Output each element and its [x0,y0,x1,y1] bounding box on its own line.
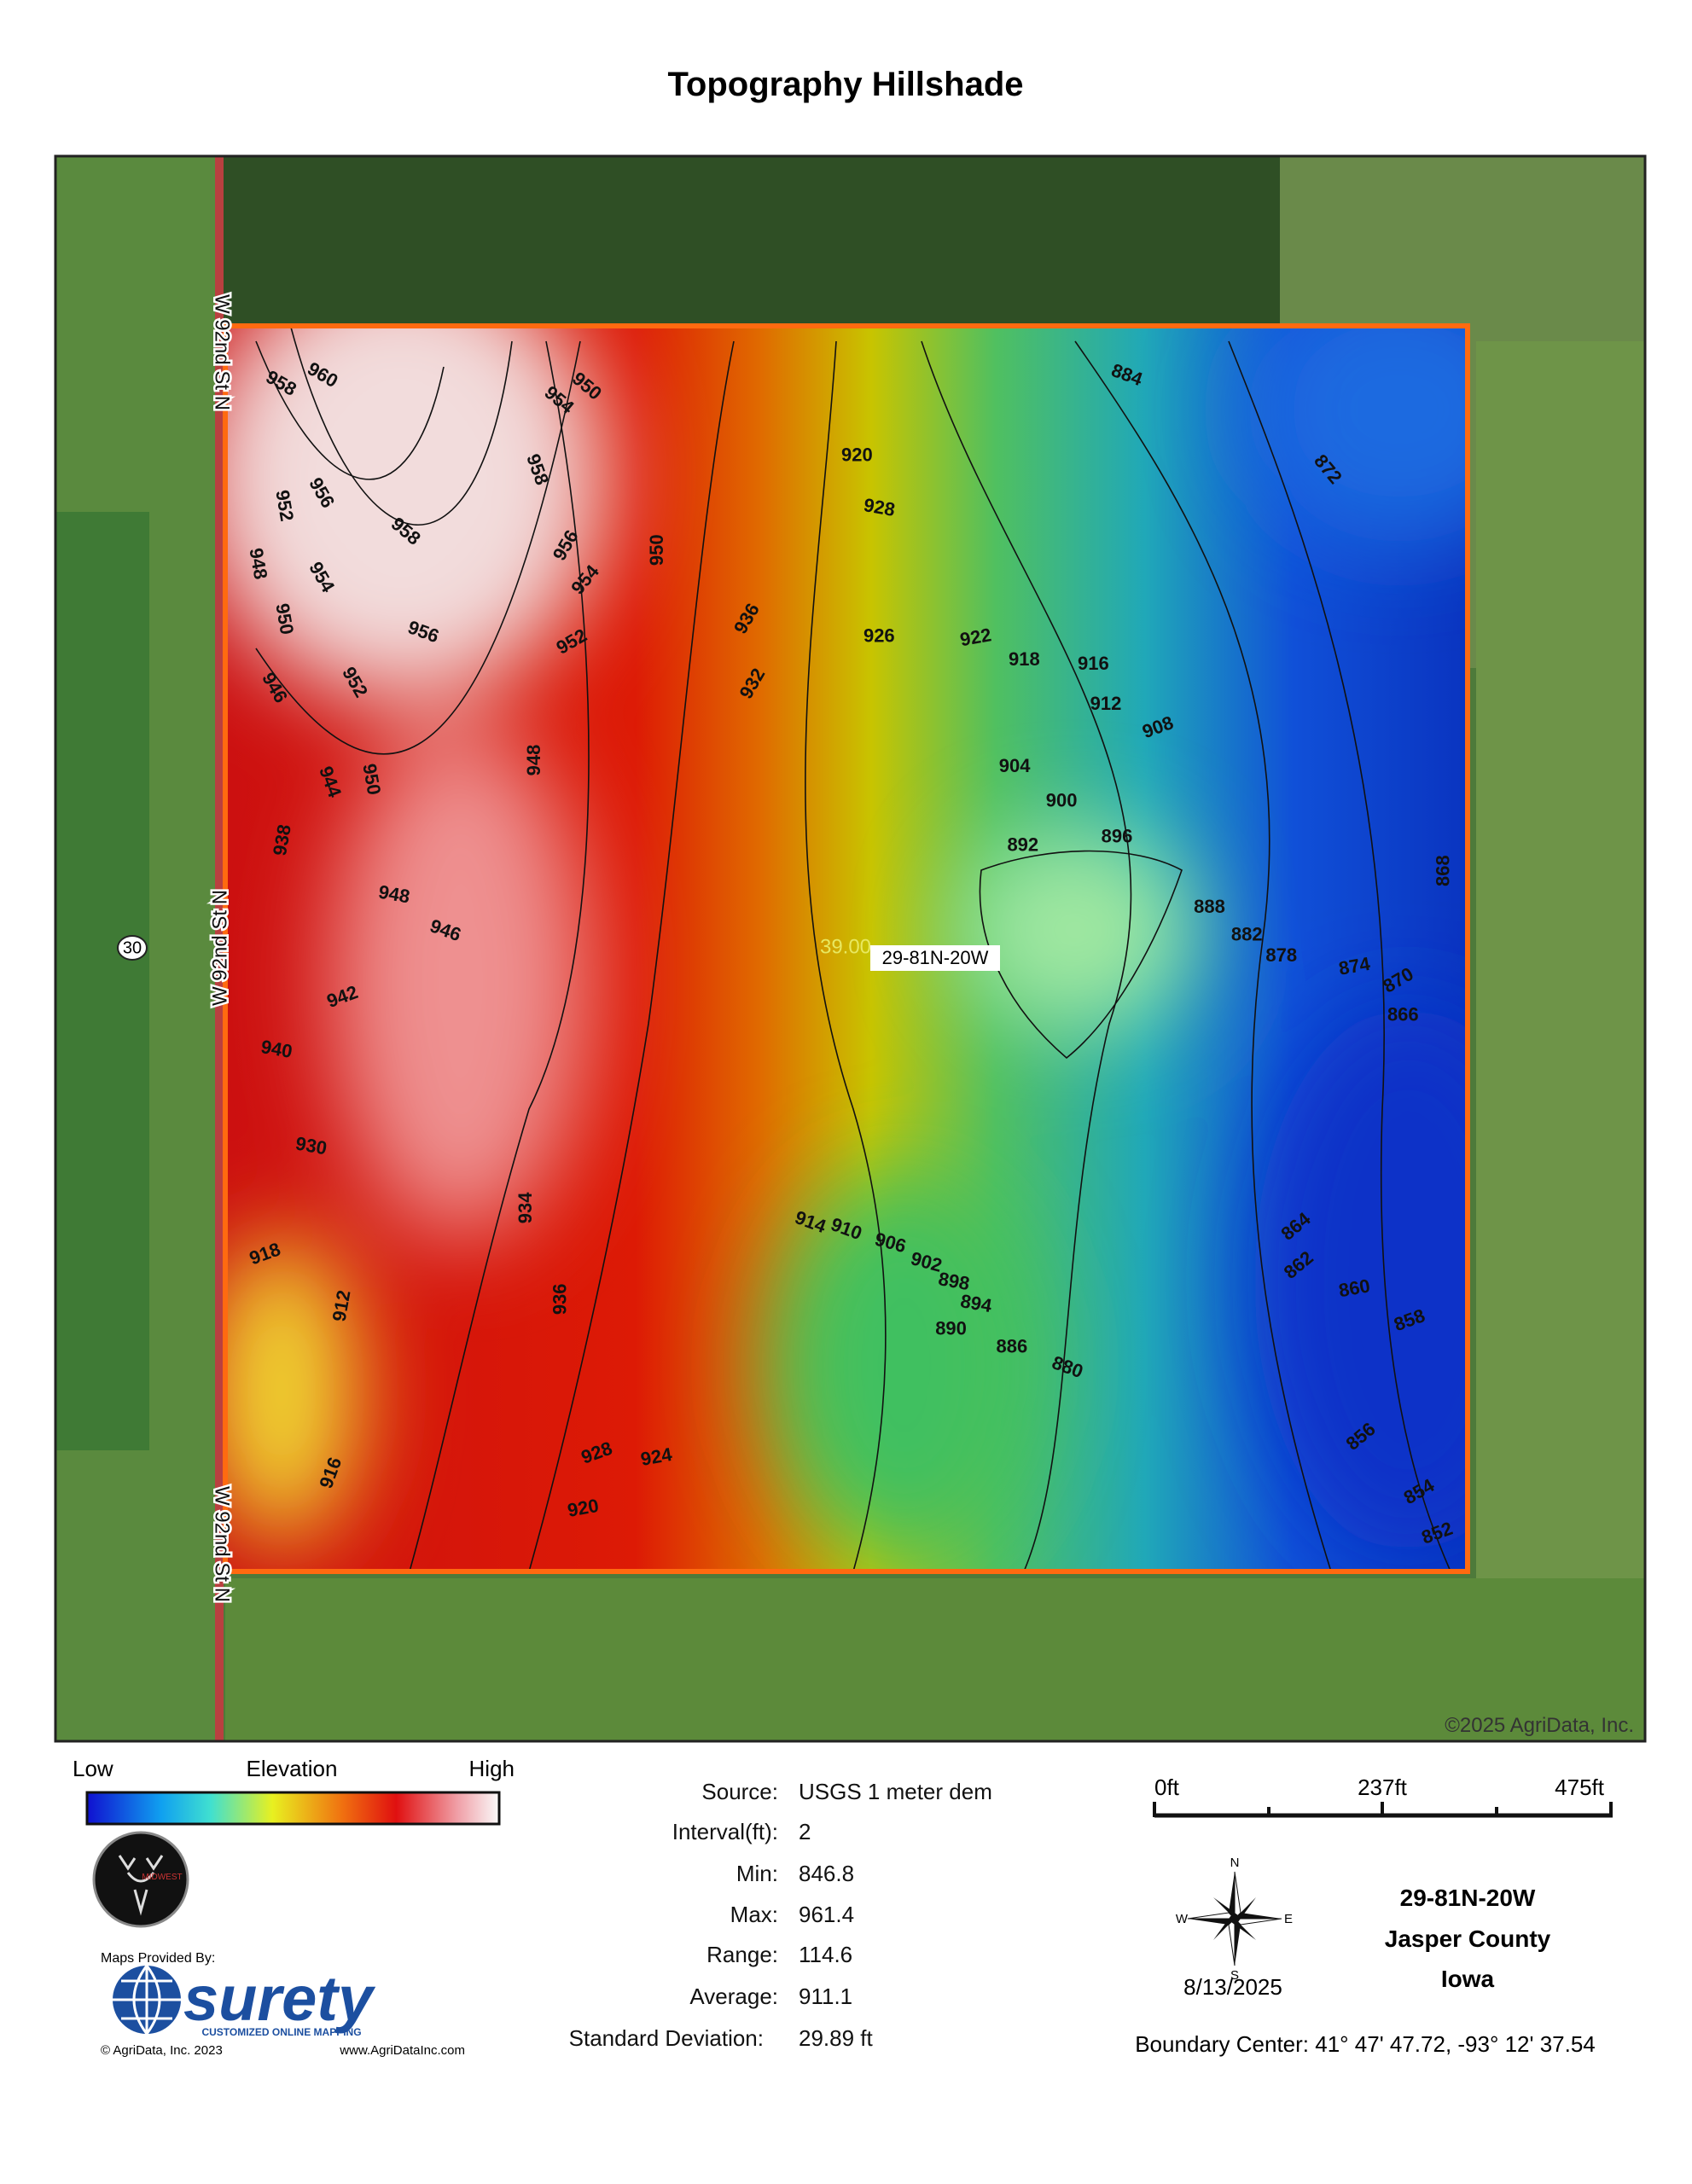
road-label: W 92nd St N [208,890,231,1006]
stat-label: Average: [689,1984,778,2009]
logo-url: www.AgriDataInc.com [339,2043,465,2058]
provided-by: Maps Provided By: [101,1951,215,1966]
stat-value: 2 [799,1819,811,1844]
contour-label: 866 [1387,1004,1419,1025]
contour-label: 868 [1433,855,1454,886]
contour-label: 934 [515,1192,536,1223]
contour-label: 912 [1090,693,1122,714]
stat-value: 29.89 ft [799,2025,874,2051]
scale-label: 0ft [1154,1774,1180,1800]
contour-label: 886 [996,1335,1027,1356]
statistics: Source: USGS 1 meter dem Interval(ft): 2 Min… [569,1779,992,2051]
badge-text: MIDWEST [142,1873,182,1882]
compass-n: N [1230,1856,1240,1870]
stat-label: Range: [706,1942,778,1967]
road-label-halo: W 92nd St N [208,890,231,1006]
contour-label: 926 [863,625,895,647]
contour-label: 904 [999,755,1031,776]
stat-value: USGS 1 meter dem [799,1779,992,1804]
badge-deer [118,1855,164,1916]
road-label: W 92nd St N [211,1486,234,1602]
stat-label: Standard Deviation: [569,2025,764,2051]
title: Topography Hillshade [667,66,1023,103]
contour-label: 920 [841,444,873,465]
contour-label: 896 [1102,826,1133,847]
highway-shield [117,935,148,961]
compass-rose [1187,1871,1282,1966]
road-label: W 92nd St N [211,294,234,410]
stat-value: 961.4 [799,1902,854,1927]
scale-label: 475ft [1555,1774,1605,1800]
contour-label: 878 [1265,944,1297,966]
road-label-halo: W 92nd St N [211,294,234,410]
field-boundary [223,323,1470,1574]
location-line: 29-81N-20W [1400,1885,1536,1911]
compass-s: S [1230,1968,1239,1983]
compass-w: W [1176,1912,1189,1926]
contour-label: 948 [523,745,544,776]
contour-label: 950 [646,534,667,566]
legend-title: Elevation [247,1756,338,1781]
contour-label: 888 [1194,896,1225,917]
map-copyright: ©2025 AgriData, Inc. [1445,1714,1634,1737]
stat-value: 114.6 [799,1942,852,1967]
contour-label: 900 [1046,789,1078,810]
stat-label: Source: [701,1779,778,1804]
field-label: 29-81N-20W [882,947,989,968]
contour-label: 916 [1078,653,1109,674]
contour-label: 936 [549,1283,571,1315]
location-line: Jasper County [1385,1926,1551,1952]
elevation-surface [225,326,1468,1571]
stat-value: 911.1 [799,1984,852,2009]
boundary-center: Boundary Center: 41° 47' 47.72, -93° 12'… [1135,2031,1596,2057]
logo-copyright: © AgriData, Inc. 2023 [101,2043,223,2058]
contour-label: 890 [935,1317,967,1339]
legend-low: Low [73,1756,113,1781]
stat-value: 846.8 [799,1861,854,1886]
contour-lines [255,326,1451,1571]
scale-label: 237ft [1358,1774,1408,1800]
contour-label: 892 [1007,834,1038,855]
map-date: 8/13/2025 [1183,1974,1282,2000]
surety-tagline: CUSTOMIZED ONLINE MAPPING [201,2026,361,2038]
contour-label: 918 [1009,648,1040,670]
road-label-halo: W 92nd St N [211,1486,234,1602]
field-label-box [870,945,1000,971]
badge-logo [92,1831,189,1928]
compass-e: E [1284,1912,1293,1926]
legend-high: High [469,1756,515,1781]
map-frame [54,154,1647,1743]
legend-bar [85,1791,501,1826]
surety-globe-lines [113,1965,181,2035]
scale-bar [1153,1802,1613,1818]
surety-brand: surety [183,1963,376,2034]
location-line: Iowa [1441,1966,1495,1992]
stat-label: Max: [730,1902,778,1927]
highway-number: 30 [123,938,142,957]
contour-label: 882 [1231,924,1263,945]
stat-label: Interval(ft): [672,1819,778,1844]
stat-label: Min: [736,1861,778,1886]
field-acres: 39.00 [820,935,871,958]
